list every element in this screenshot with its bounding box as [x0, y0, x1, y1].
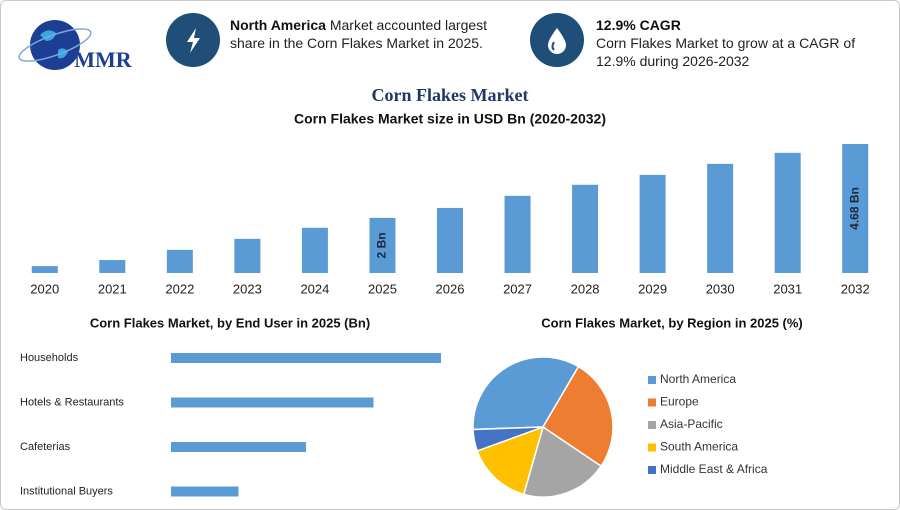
pie-slice	[522, 425, 603, 498]
legend-swatch	[648, 376, 656, 384]
x-tick-label: 2028	[571, 281, 600, 296]
x-tick-label: 2032	[841, 281, 870, 296]
category-label: Households	[20, 352, 79, 364]
legend-label: North America	[660, 372, 736, 386]
bar	[774, 152, 801, 273]
legend-label: Asia-Pacific	[660, 417, 723, 431]
chart-title: Corn Flakes Market, by End User in 2025 …	[90, 315, 370, 330]
value-label: 2 Bn	[375, 232, 389, 258]
logo: MMR	[18, 20, 133, 72]
highlight-title: 12.9% CAGR	[596, 17, 681, 33]
pie-slice	[472, 426, 544, 452]
value-label: 4.68 Bn	[847, 187, 861, 230]
bar	[437, 207, 463, 273]
bar	[171, 486, 239, 497]
x-tick-label: 2021	[98, 281, 127, 296]
x-tick-label: 2024	[300, 281, 329, 296]
bar	[234, 238, 261, 273]
x-tick-label: 2023	[233, 281, 262, 296]
highlight-title: North America	[230, 17, 326, 33]
bar	[572, 184, 599, 273]
legend-swatch	[648, 398, 656, 407]
legend-swatch	[648, 443, 656, 452]
bar	[99, 260, 126, 273]
x-tick-label: 2027	[503, 281, 532, 296]
bar	[707, 163, 734, 273]
highlight: 12.9% CAGR Corn Flakes Market to grow at …	[596, 16, 866, 70]
bar	[639, 174, 666, 273]
logo-text: MMR	[74, 47, 133, 72]
category-label: Institutional Buyers	[20, 485, 113, 497]
bar	[504, 195, 531, 273]
pie-slice	[476, 425, 545, 496]
highlight-text: Market accounted largest share in the Co…	[230, 17, 488, 51]
x-tick-label: 2030	[706, 281, 735, 296]
pie-slice	[541, 365, 614, 468]
x-tick-label: 2029	[638, 281, 667, 296]
icon-bolt	[187, 28, 200, 53]
x-tick-label: 2020	[30, 281, 59, 296]
chart-title: Corn Flakes Market, by Region in 2025 (%…	[541, 315, 803, 330]
chart-subtitle: Corn Flakes Market size in USD Bn (2020-…	[294, 111, 606, 127]
legend-label: Europe	[660, 395, 699, 409]
legend-swatch	[648, 421, 656, 429]
highlight: North America Market accounted largest s…	[230, 16, 520, 52]
bar	[166, 249, 193, 273]
bar	[171, 397, 374, 408]
bar	[171, 442, 306, 452]
legend-swatch	[648, 466, 656, 474]
x-tick-label: 2022	[165, 281, 194, 296]
chart-title: Corn Flakes Market	[372, 85, 529, 105]
category-label: Cafeterias	[20, 441, 71, 453]
legend-label: South America	[660, 440, 738, 454]
bar	[31, 266, 58, 273]
highlight-text: Corn Flakes Market to grow at a CAGR of …	[596, 35, 856, 69]
x-tick-label: 2025	[368, 281, 397, 296]
bar	[171, 353, 441, 363]
bar	[301, 227, 328, 273]
x-tick-label: 2031	[773, 281, 802, 296]
legend-label: Middle East & Africa	[660, 462, 768, 476]
category-label: Hotels & Restaurants	[20, 396, 124, 408]
bar	[369, 217, 396, 273]
x-tick-label: 2026	[436, 281, 465, 296]
bar	[842, 144, 869, 273]
